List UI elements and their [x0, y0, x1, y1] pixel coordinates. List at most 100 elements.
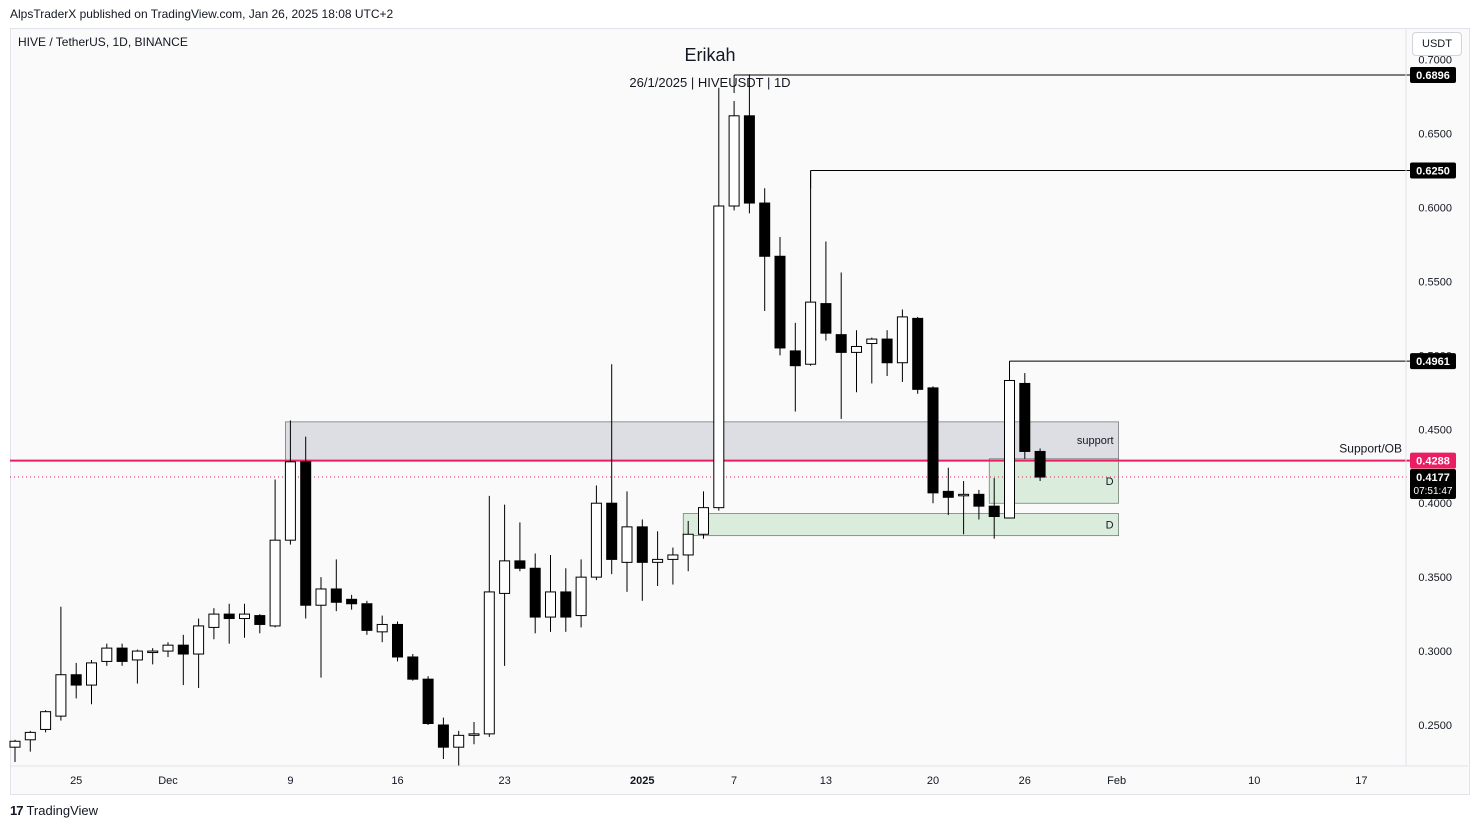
candle-body-34 [529, 567, 541, 618]
zone-label-1: D [1106, 476, 1114, 488]
candle-body-39 [606, 502, 618, 560]
candle-body-10 [162, 644, 174, 652]
price-tag-2-bg [1410, 353, 1456, 370]
candle-body-0 [9, 740, 21, 748]
candle-body-47 [728, 115, 740, 207]
y-tick-label: 0.4500 [1418, 424, 1452, 436]
x-tick-label: 20 [927, 775, 939, 787]
time-axis: 25 Dec 9 16 23 2025 7 13 20 26 Feb 10 17 [10, 765, 1468, 787]
candle-body-37 [575, 576, 587, 617]
x-tick-label: 16 [391, 775, 403, 787]
x-tick-label: 13 [820, 775, 832, 787]
candle-body-62 [958, 493, 970, 497]
chart-pane[interactable] [10, 28, 1470, 795]
candle-body-32 [499, 560, 511, 594]
price-tag-0-value: 0.6896 [1416, 70, 1450, 82]
candle-body-44 [682, 533, 694, 556]
candle-body-58 [896, 316, 908, 364]
tradingview-logo-icon: 17 [10, 803, 24, 818]
candle-body-5 [86, 662, 97, 686]
candle-body-14 [223, 613, 235, 620]
currency-button[interactable]: USDT [1412, 32, 1462, 56]
candle-body-43 [667, 554, 679, 560]
candle-body-52 [805, 301, 817, 365]
candle-body-16 [254, 615, 266, 625]
candle-body-9 [147, 650, 159, 654]
x-tick-label: 9 [287, 775, 293, 787]
candle-body-31 [483, 591, 495, 735]
candle-body-63 [973, 493, 985, 507]
candle-body-25 [392, 623, 403, 658]
levels-layer [10, 74, 1410, 478]
candle-body-36 [560, 591, 572, 618]
annotation-support-ob: Support/OB [1339, 441, 1402, 455]
candle-body-55 [851, 345, 862, 353]
candle-body-13 [208, 613, 220, 628]
price-tag-3-value: 0.4288 [1416, 456, 1450, 468]
x-tick-label: 2025 [630, 775, 654, 787]
candle-body-12 [193, 625, 205, 655]
symbol-info[interactable]: HIVE / TetherUS, 1D, BINANCE [18, 35, 188, 49]
price-tag-0-bg [1410, 67, 1456, 83]
y-tick-label: 0.4000 [1418, 498, 1452, 510]
candle-body-15 [239, 613, 250, 620]
current-price-tag-countdown: 07:51:47 [1414, 486, 1453, 497]
candle-body-48 [743, 115, 755, 204]
candle-body-6 [101, 647, 113, 662]
x-tick-label: Feb [1107, 775, 1126, 787]
candle-body-67 [1034, 450, 1046, 478]
candle-body-11 [177, 644, 189, 655]
brand-name: TradingView [26, 803, 99, 818]
candle-body-56 [866, 338, 878, 345]
candle-body-24 [376, 623, 388, 633]
current-price-tag-value: 0.4177 [1416, 472, 1450, 484]
zone-0 [285, 421, 1119, 461]
publish-caption: AlpsTraderX published on TradingView.com… [10, 7, 394, 21]
candle-body-26 [407, 656, 419, 680]
candle-body-42 [652, 558, 664, 563]
candle-body-19 [300, 461, 312, 606]
price-tag-1-bg [1410, 162, 1456, 179]
candle-body-64 [988, 505, 1000, 518]
y-tick-label: 0.2500 [1418, 720, 1452, 732]
chart-subtitle: 26/1/2025 | HIVEUSDT | 1D [629, 75, 791, 90]
price-tag-1-value: 0.6250 [1416, 166, 1450, 178]
y-tick-label: 0.6500 [1418, 129, 1452, 141]
candle-body-50 [774, 255, 786, 349]
candle-body-28 [437, 724, 449, 748]
y-tick-label: 0.5500 [1418, 276, 1452, 288]
candle-body-23 [361, 603, 373, 631]
candle-body-30 [468, 733, 480, 736]
candle-body-33 [514, 560, 526, 569]
candle-body-18 [284, 461, 296, 541]
candle-body-7 [116, 647, 128, 662]
candle-body-65 [1004, 379, 1015, 519]
zone-label-2: D [1106, 520, 1114, 532]
chart-title: Erikah [684, 45, 736, 65]
candle-body-22 [346, 598, 358, 605]
tradingview-brand[interactable]: 17 TradingView [10, 803, 98, 818]
candle-body-41 [636, 526, 648, 563]
candle-body-59 [912, 317, 924, 390]
candle-body-17 [269, 539, 281, 627]
price-axis: 0.25000.30000.35000.40000.45000.50000.55… [1405, 29, 1456, 766]
x-tick-label: 23 [498, 775, 510, 787]
x-tick-label: 26 [1019, 775, 1031, 787]
x-tick-label: 17 [1355, 775, 1367, 787]
candle-body-3 [55, 674, 67, 717]
candle-body-57 [881, 338, 893, 364]
candles-layer [9, 74, 1046, 767]
x-tick-label: Dec [158, 775, 178, 787]
zone-2 [682, 513, 1119, 537]
candle-body-46 [713, 205, 725, 509]
candle-body-60 [927, 387, 939, 494]
labels-layer: Support/OB [1339, 441, 1402, 455]
candle-body-4 [70, 674, 82, 686]
candle-body-53 [820, 303, 832, 334]
current-price-tag-bg [1410, 469, 1456, 500]
candle-body-21 [330, 588, 342, 603]
candle-body-1 [24, 731, 36, 741]
zone-label-0: support [1077, 435, 1114, 447]
candle-body-29 [453, 734, 465, 748]
